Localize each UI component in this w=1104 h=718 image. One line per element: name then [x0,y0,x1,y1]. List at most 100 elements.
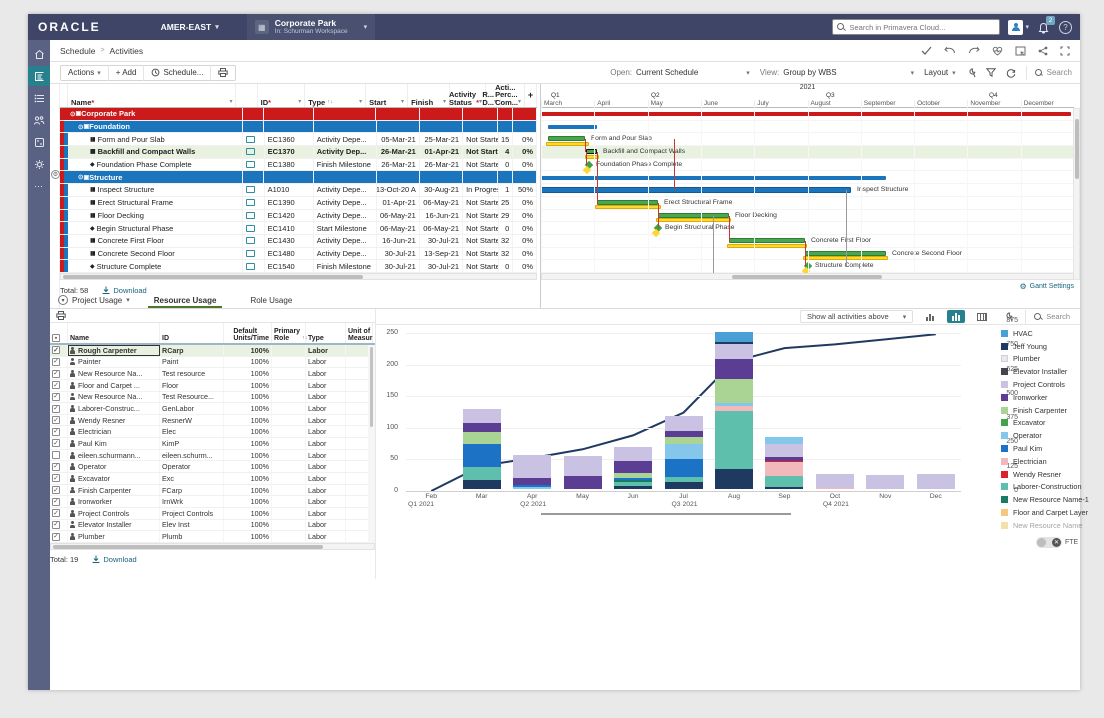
resource-row[interactable]: ✓ Painter Paint 100% Labor [50,356,375,369]
chart-hscrollbar[interactable] [406,513,961,517]
resource-row[interactable]: eileen.schurmann... eileen.schurm... 100% L… [50,449,375,462]
comment-cell[interactable] [243,171,265,184]
table-row[interactable]: ▮▮ Concrete First Floor EC1430 Activity Dep… [60,234,537,248]
resource-download-link[interactable]: Download [92,555,137,564]
table-row[interactable]: ▮▮ Inspect Structure A1010 Activity Depe...… [60,184,537,197]
comment-cell[interactable] [243,260,265,272]
table-row[interactable]: ◆ Structure Complete EC1540 Finish Mileston… [60,260,537,273]
gantt-bar[interactable] [548,136,585,142]
row-checkbox[interactable]: ✓ [52,392,60,401]
table-row[interactable]: ◆ Begin Structural Phase EC1410 Start Miles… [60,222,537,235]
open-schedule-dropdown[interactable]: Open: Current Schedule ▾ [610,68,750,77]
resource-row[interactable]: ✓ Paul Kim KimP 100% Labor [50,438,375,450]
row-checkbox[interactable]: ✓ [52,404,60,413]
legend-item-jeff_young[interactable]: Jeff Young [1001,340,1089,353]
column-header-r[interactable]: R... D... ▾ [482,84,502,107]
row-checkbox[interactable] [52,451,60,460]
legend-item-wendy_resner[interactable]: Wendy Resner [1001,468,1089,481]
sidebar-item-apps[interactable] [28,132,50,152]
resource-row[interactable]: ✓ Elevator Installer Elev Inst 100% Labor [50,519,375,532]
resource-checkbox-cell[interactable]: ✓ [50,414,68,426]
row-checkbox[interactable]: ✓ [52,509,60,518]
breadcrumb-section[interactable]: Schedule [60,45,96,56]
sidebar-item-settings[interactable] [28,154,50,174]
chart-settings-button[interactable] [999,310,1017,323]
gantt-bar[interactable] [729,238,805,243]
legend-item-operator[interactable]: Operator [1001,429,1089,442]
resource-column-primary[interactable]: Primary Role ↑↓ [272,323,308,343]
histogram-view-button[interactable] [921,310,939,323]
row-checkbox[interactable]: ✓ [52,369,60,378]
comment-cell[interactable] [243,222,265,234]
resource-row[interactable]: ✓ Finish Carpenter FCarp 100% Labor [50,484,375,497]
legend-item-electrician[interactable]: Electrician [1001,455,1089,468]
actions-button[interactable]: Actions ▾ [61,64,109,81]
table-row[interactable]: ▮▮ Floor Decking EC1420 Activity Depe... 06-… [60,209,537,223]
fte-toggle[interactable]: ✕ FTE [1036,537,1078,548]
resource-row[interactable]: ✓ Ironworker IrnWrk 100% Labor [50,496,375,508]
gantt-bar[interactable] [541,175,886,180]
legend-item-finish_carpenter[interactable]: Finish Carpenter [1001,404,1089,417]
gantt-bar[interactable] [658,212,729,218]
resource-row[interactable]: ✓ Operator Operator 100% Labor [50,461,375,474]
comment-cell[interactable] [243,209,265,222]
activities-search[interactable]: Search [1025,65,1072,80]
legend-item-new_resource[interactable]: New Resource Name [1001,519,1089,532]
chart-bar-nov[interactable] [866,475,905,489]
resource-row[interactable]: ✓ Excavator Exc 100% Labor [50,473,375,485]
printer-icon[interactable] [56,311,66,320]
resource-column-default[interactable]: Default Units/Time [224,323,272,343]
resource-column-name[interactable]: Name [68,323,160,343]
legend-item-ironworker[interactable]: Ironworker [1001,391,1089,404]
legend-item-new_resource_1[interactable]: New Resource Name-1 [1001,493,1089,506]
resource-checkbox-cell[interactable]: ✓ [50,426,68,438]
row-checkbox[interactable]: ✓ [52,462,60,471]
workspace-selector[interactable]: ▦ Corporate Park In: Schurman Workspace … [246,14,376,40]
legend-item-floor_carpet[interactable]: Floor and Carpet Layer [1001,506,1089,519]
gantt-bar[interactable] [541,187,851,194]
table-row[interactable]: ⊙ ▣ Foundation [60,120,537,134]
add-button[interactable]: + Add [109,64,145,81]
legend-item-excavator[interactable]: Excavator [1001,417,1089,430]
tab-role-usage[interactable]: Role Usage [250,296,293,305]
add-column-button[interactable]: + [525,84,538,107]
comment-cell[interactable] [243,133,265,146]
health-icon[interactable] [992,46,1003,56]
chart-bar-aug[interactable] [714,332,753,489]
table-row[interactable]: ▮▮ Erect Structural Frame EC1390 Activity D… [60,196,537,210]
chart-bar-sep[interactable] [765,436,804,489]
column-header-finish[interactable]: Finish ▾ [408,84,451,107]
user-menu[interactable]: ▾ [1008,19,1029,35]
resource-checkbox-cell[interactable]: ✓ [50,379,68,391]
chart-bar-jun[interactable] [614,446,653,489]
resource-checkbox-cell[interactable]: ✓ [50,507,68,519]
resource-checkbox-cell[interactable]: ✓ [50,403,68,414]
resource-row[interactable]: ✓ Project Controls Project Controls 100% Lab… [50,507,375,520]
gantt-settings-link[interactable]: ⚙ Gantt Settings [1019,282,1074,291]
sidebar-item-activities[interactable] [28,88,50,108]
notifications-button[interactable]: 2 [1037,15,1055,35]
chart-bar-oct[interactable] [815,473,854,489]
comment-cell[interactable] [243,196,265,209]
gantt-bar[interactable] [586,149,597,155]
resource-checkbox-cell[interactable]: ✓ [50,345,68,356]
table-row[interactable]: ▮▮ Form and Pour Slab EC1360 Activity Depe.… [60,133,537,147]
schedule-run-button[interactable]: Schedule... [144,64,212,81]
table-row[interactable]: ⊙ ▣ Structure [60,171,537,185]
tools-button[interactable] [966,67,976,78]
row-checkbox[interactable]: ✓ [52,474,60,483]
column-header-id[interactable]: ID * ▾ [258,84,306,107]
comment-cell[interactable] [243,234,265,247]
row-checkbox[interactable]: ✓ [52,346,60,355]
column-header-acti[interactable]: Acti... Perc... Com... ▾ [495,83,526,107]
undo-icon[interactable] [944,46,956,55]
row-checkbox[interactable]: ✓ [52,416,60,425]
resource-checkbox-cell[interactable]: ✓ [50,496,68,507]
table-row[interactable]: ◆ Foundation Phase Complete EC1380 Finish M… [60,158,537,172]
activities-download-link[interactable]: Download [102,286,147,295]
spreadsheet-view-button[interactable] [973,310,991,323]
chart-bar-jul[interactable] [664,416,703,489]
comment-cell[interactable] [243,146,265,158]
sidebar-item-more[interactable]: ⋯ [34,180,44,191]
row-settings-icon[interactable]: ⚙ [51,170,60,179]
